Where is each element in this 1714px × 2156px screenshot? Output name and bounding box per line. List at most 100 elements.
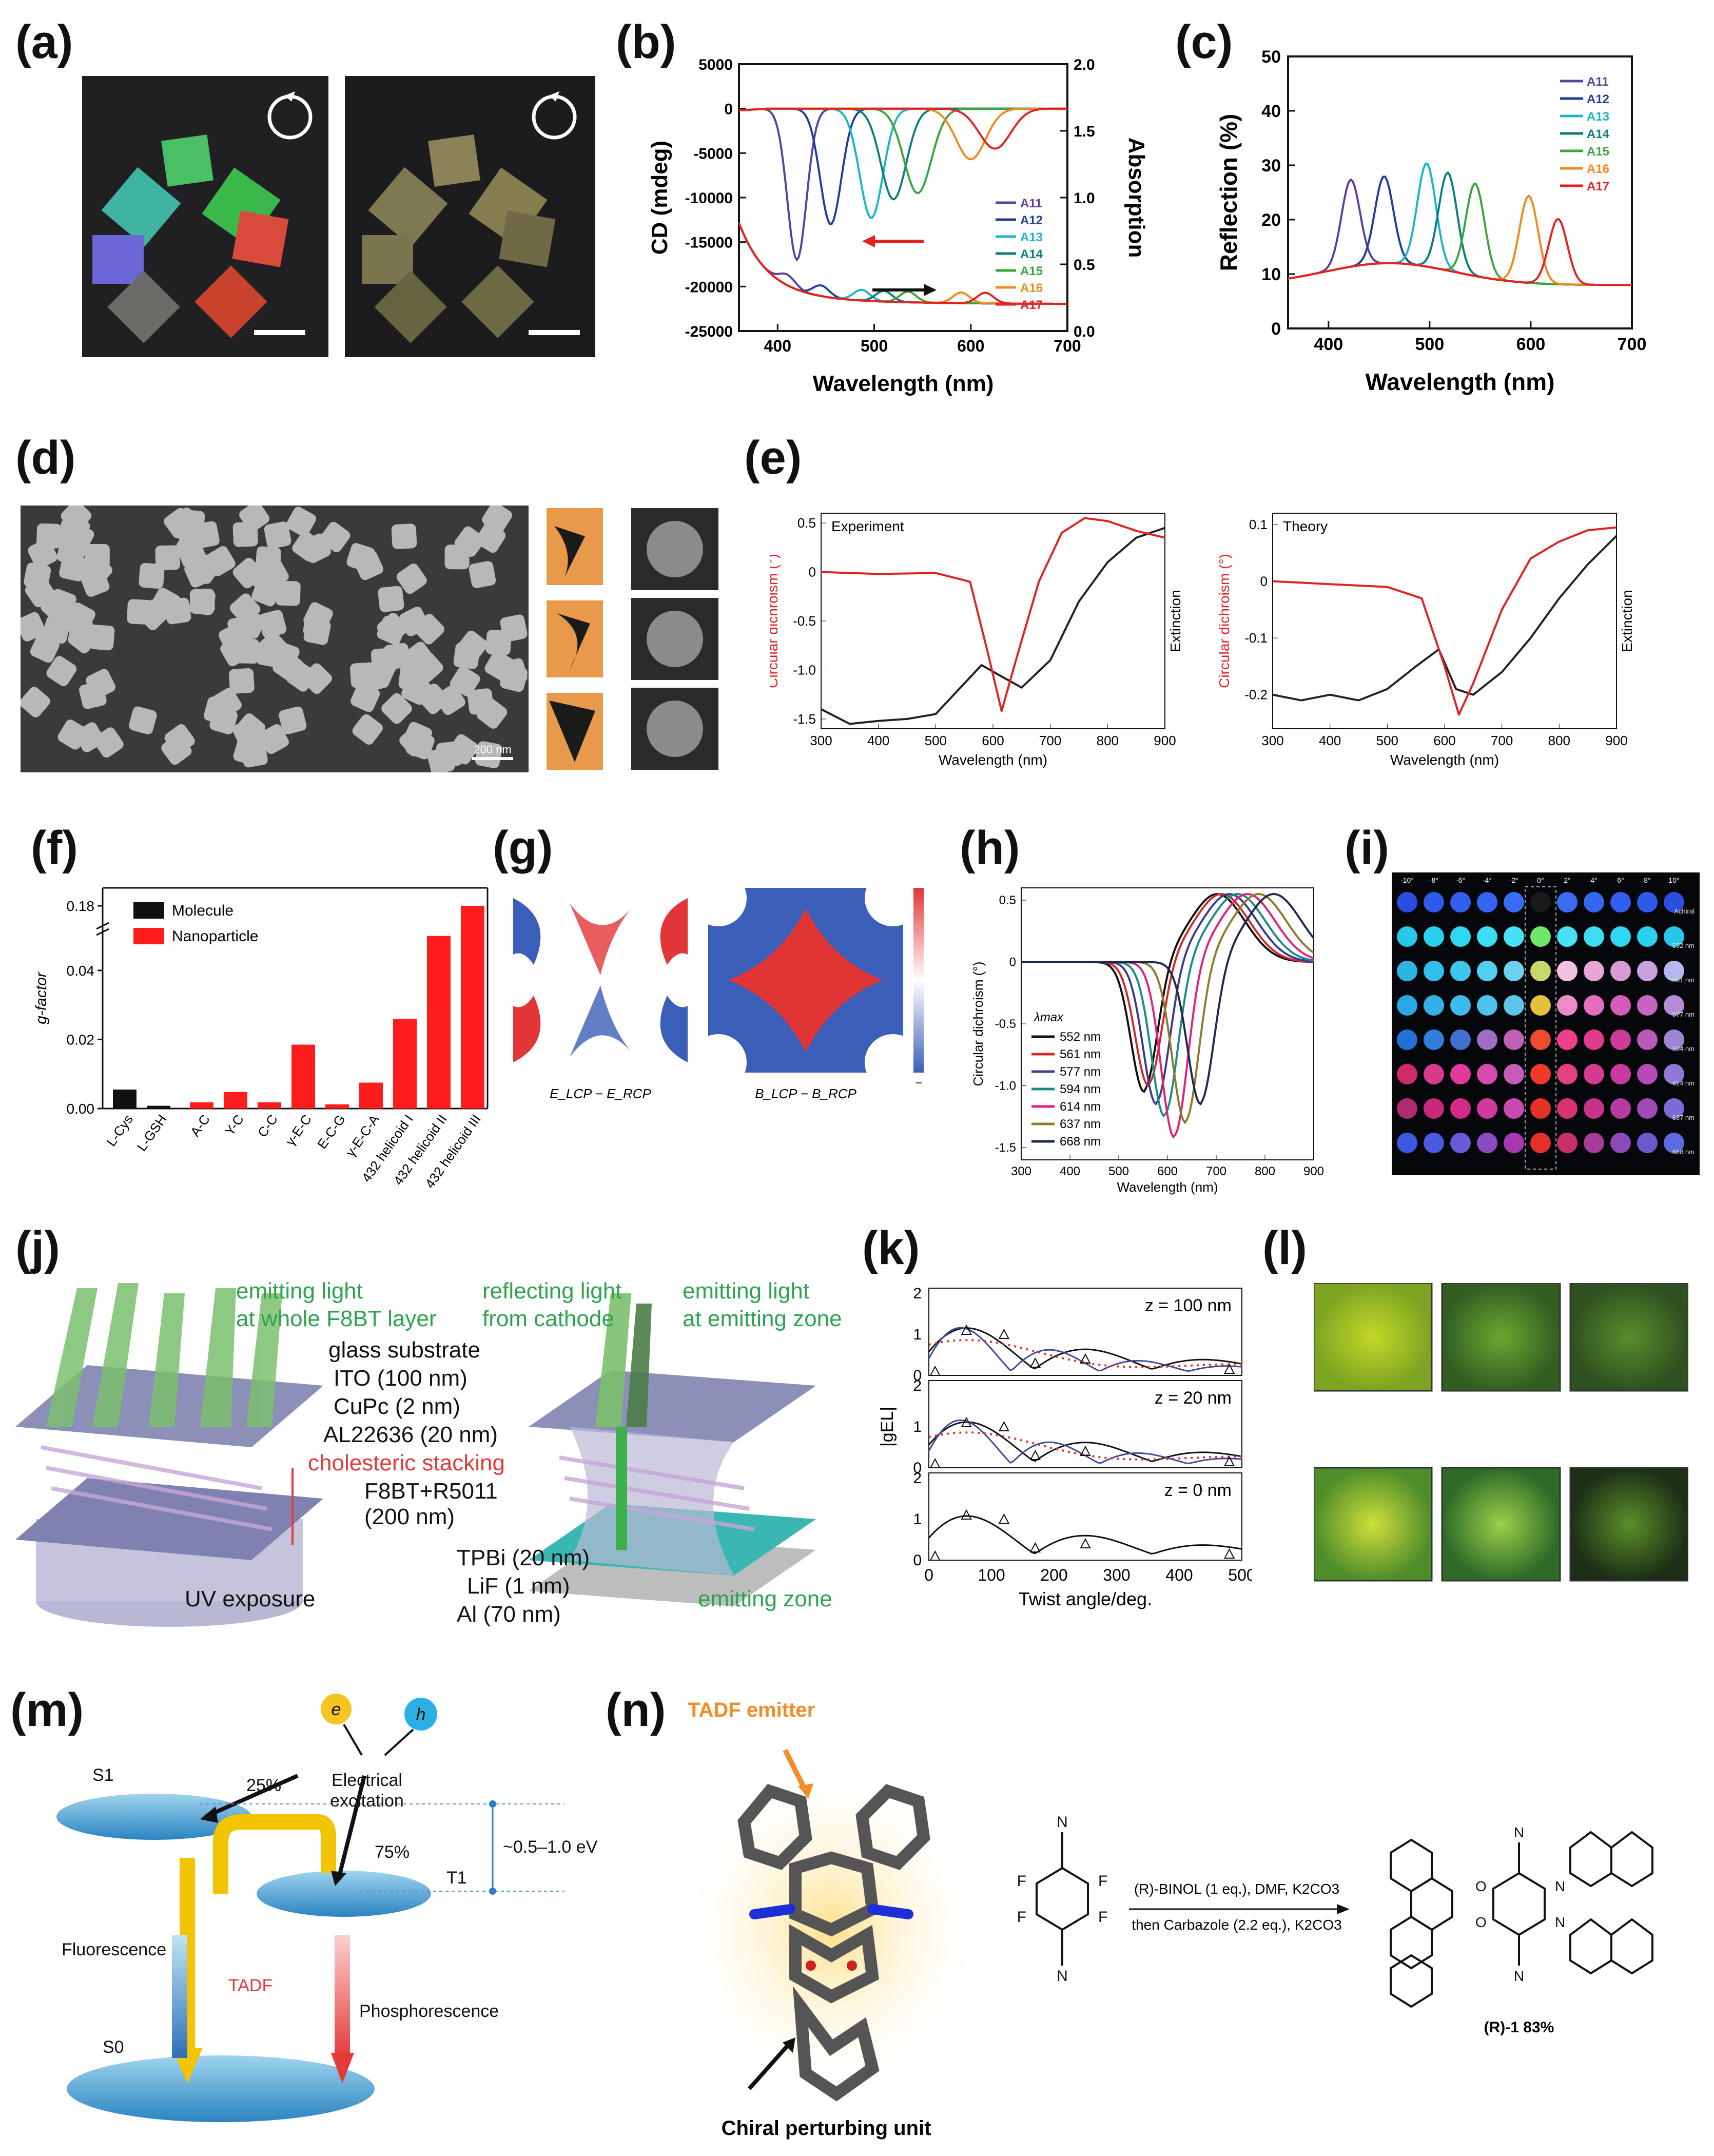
s1-level <box>56 1794 251 1840</box>
i-color-dot <box>1584 1098 1604 1119</box>
i-color-dot <box>1530 892 1551 912</box>
i-color-dot <box>1504 1064 1524 1084</box>
m-fluor: Fluorescence <box>62 1940 166 1959</box>
colorbar-bottom: − <box>915 1076 922 1090</box>
m-s1: S1 <box>92 1765 114 1785</box>
i-color-dot <box>1504 1030 1524 1050</box>
j-al22636: AL22636 (20 nm) <box>323 1422 498 1447</box>
f-bar <box>325 1104 349 1109</box>
k-data-point <box>1080 1353 1091 1364</box>
h-legend-item: 561 nm <box>1060 1047 1101 1061</box>
i-color-dot <box>1424 1098 1444 1119</box>
i-row-label: 594 nm <box>1672 1045 1694 1053</box>
i-color-dot <box>1424 1030 1444 1050</box>
h-xtick: 400 <box>1060 1164 1080 1178</box>
k-xtick: 100 <box>978 1566 1005 1584</box>
svg-text:O: O <box>1475 1878 1487 1894</box>
b-ytick-right: 2.0 <box>1074 56 1095 73</box>
k-data-point <box>961 1416 972 1427</box>
b-abs-curve <box>738 222 1067 305</box>
b-xtick: 400 <box>764 337 791 355</box>
i-color-dot <box>1557 1098 1577 1119</box>
i-color-dot <box>1664 1133 1684 1153</box>
i-col-label: 6° <box>1617 876 1624 884</box>
k-xtick: 500 <box>1228 1566 1252 1584</box>
i-color-dot <box>1477 892 1497 912</box>
j-al: Al (70 nm) <box>457 1602 561 1627</box>
k-data-point <box>961 1509 972 1520</box>
i-col-label: -6° <box>1456 876 1465 884</box>
svg-text:N: N <box>1555 1914 1565 1930</box>
reactant-structure <box>1036 1832 1089 1966</box>
b-abs-curve <box>738 222 1067 305</box>
b-abs-curve <box>738 222 1067 305</box>
i-color-dot <box>1664 1098 1684 1119</box>
panel-label-c: (c) <box>1175 16 1233 68</box>
e-ytick: -0.1 <box>1244 630 1268 646</box>
i-color-dot <box>1637 995 1658 1016</box>
i-color-dot <box>1664 926 1684 947</box>
n-reagent2: then Carbazole (2.2 eq.), K2CO3 <box>1132 1917 1341 1933</box>
k-xtick: 0 <box>924 1566 933 1584</box>
i-color-dot <box>1477 995 1497 1016</box>
k-subplot-title: z = 20 nm <box>1155 1388 1232 1408</box>
svg-text:F: F <box>1017 1909 1026 1926</box>
f-legend: Molecule Nanoparticle <box>133 902 258 945</box>
k-data-point <box>1223 1455 1235 1466</box>
k-data-point <box>998 1421 1010 1431</box>
f-category-label: E-C-G <box>314 1112 348 1152</box>
k-data-point <box>998 1513 1010 1524</box>
h-legend-title: λmax <box>1033 1011 1064 1024</box>
e-ytick: -0.2 <box>1244 687 1268 703</box>
j-lif: LiF (1 nm) <box>467 1574 570 1599</box>
panel-label-h: (h) <box>960 822 1020 874</box>
panel-j-device: emitting light at whole F8BT layer reflec… <box>15 1278 842 1627</box>
h-ytick: -1.5 <box>995 1141 1016 1155</box>
i-color-dot <box>1637 1064 1658 1084</box>
f-ytick: 0.04 <box>67 963 95 979</box>
j-glass: glass substrate <box>328 1337 480 1363</box>
i-color-dot <box>1557 892 1577 912</box>
i-color-dot <box>1450 961 1471 981</box>
h-legend-item: 637 nm <box>1060 1117 1101 1131</box>
k-ytick: 2 <box>913 1470 922 1487</box>
e-ytick: 0 <box>809 565 816 580</box>
i-color-dot <box>1584 892 1604 912</box>
e-xtick: 600 <box>982 733 1004 748</box>
k-ytick: 1 <box>913 1326 922 1343</box>
b-ytick: 5000 <box>698 56 733 73</box>
b-ytick: -15000 <box>685 235 733 251</box>
i-color-dot <box>1557 1030 1577 1050</box>
e-xlabel: Wavelength (nm) <box>1390 752 1499 768</box>
j-ito: ITO (100 nm) <box>334 1366 468 1391</box>
sem-zoom-images <box>631 508 718 770</box>
b-legend-item: A15 <box>1020 264 1043 278</box>
i-row-label: 577 nm <box>1672 1011 1694 1018</box>
b-cd-curve <box>738 107 1067 262</box>
h-ylabel: Circular dichroism (°) <box>970 962 986 1086</box>
i-color-dot <box>1557 1133 1577 1153</box>
b-xtick: 500 <box>861 337 888 355</box>
h-xtick: 500 <box>1108 1164 1129 1178</box>
svg-text:N: N <box>1514 1824 1524 1840</box>
svg-text:O: O <box>1475 1914 1487 1930</box>
h-xtick: 600 <box>1157 1164 1178 1178</box>
e-xlabel: Wavelength (nm) <box>939 752 1047 768</box>
t1-level <box>257 1871 431 1917</box>
c-xtick: 500 <box>1415 335 1445 354</box>
i-color-dot <box>1557 995 1577 1016</box>
i-color-dot <box>1584 1030 1604 1050</box>
panel-i-grid: -10° -8° -6° -4° -2° 0° 2° 4° 6° 8° 10° Achiral 552 … <box>1392 872 1700 1175</box>
e-ylabel-right: Extinction <box>1167 590 1183 652</box>
i-color-dot <box>1450 1030 1471 1050</box>
e-xtick: 800 <box>1548 733 1570 748</box>
i-color-dot <box>1664 892 1684 912</box>
i-col-label: 0° <box>1537 876 1544 884</box>
c-legend-item: A15 <box>1587 145 1609 159</box>
k-curve <box>928 1421 1242 1462</box>
m-gap: ~0.5–1.0 eV <box>503 1837 598 1857</box>
j-emit-whole-1: emitting light at whole F8BT layer <box>236 1278 436 1331</box>
b-legend: A11 A12 A13 A14 A15 A16 A17 <box>996 197 1043 312</box>
h-xtick: 800 <box>1255 1164 1275 1178</box>
